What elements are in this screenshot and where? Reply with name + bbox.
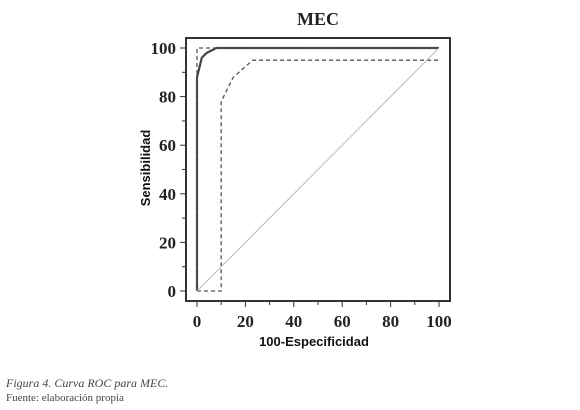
roc-series-2-dashed (196, 47, 439, 291)
y-tick-label: 80 (159, 88, 176, 107)
y-tick-label: 40 (159, 185, 176, 204)
roc-series-3-dashed (197, 59, 439, 292)
x-tick-label: 100 (426, 312, 452, 331)
y-tick-label: 20 (159, 233, 176, 252)
x-tick-label: 0 (193, 312, 202, 331)
y-tick-label: 60 (159, 136, 176, 155)
x-axis: 0 20 40 60 80 100 (193, 312, 452, 331)
source-caption: Fuente: elaboración propia (6, 392, 124, 404)
chart-title: MEC (297, 9, 339, 29)
roc-series-4-reference (196, 47, 440, 292)
x-tick-label: 40 (285, 312, 302, 331)
x-axis-label: 100-Especificidad (259, 334, 369, 349)
y-tick-label: 0 (168, 282, 177, 301)
y-axis-label: Sensibilidad (138, 130, 153, 207)
x-tick-label: 20 (237, 312, 254, 331)
minor-ticks (180, 47, 440, 307)
x-tick-label: 80 (382, 312, 399, 331)
plot-area (180, 37, 451, 307)
x-tick-label: 60 (334, 312, 351, 331)
figure-caption: Figura 4. Curva ROC para MEC. (6, 376, 169, 390)
y-axis: 0 20 40 60 80 100 (151, 39, 177, 301)
y-tick-label: 100 (151, 39, 177, 58)
